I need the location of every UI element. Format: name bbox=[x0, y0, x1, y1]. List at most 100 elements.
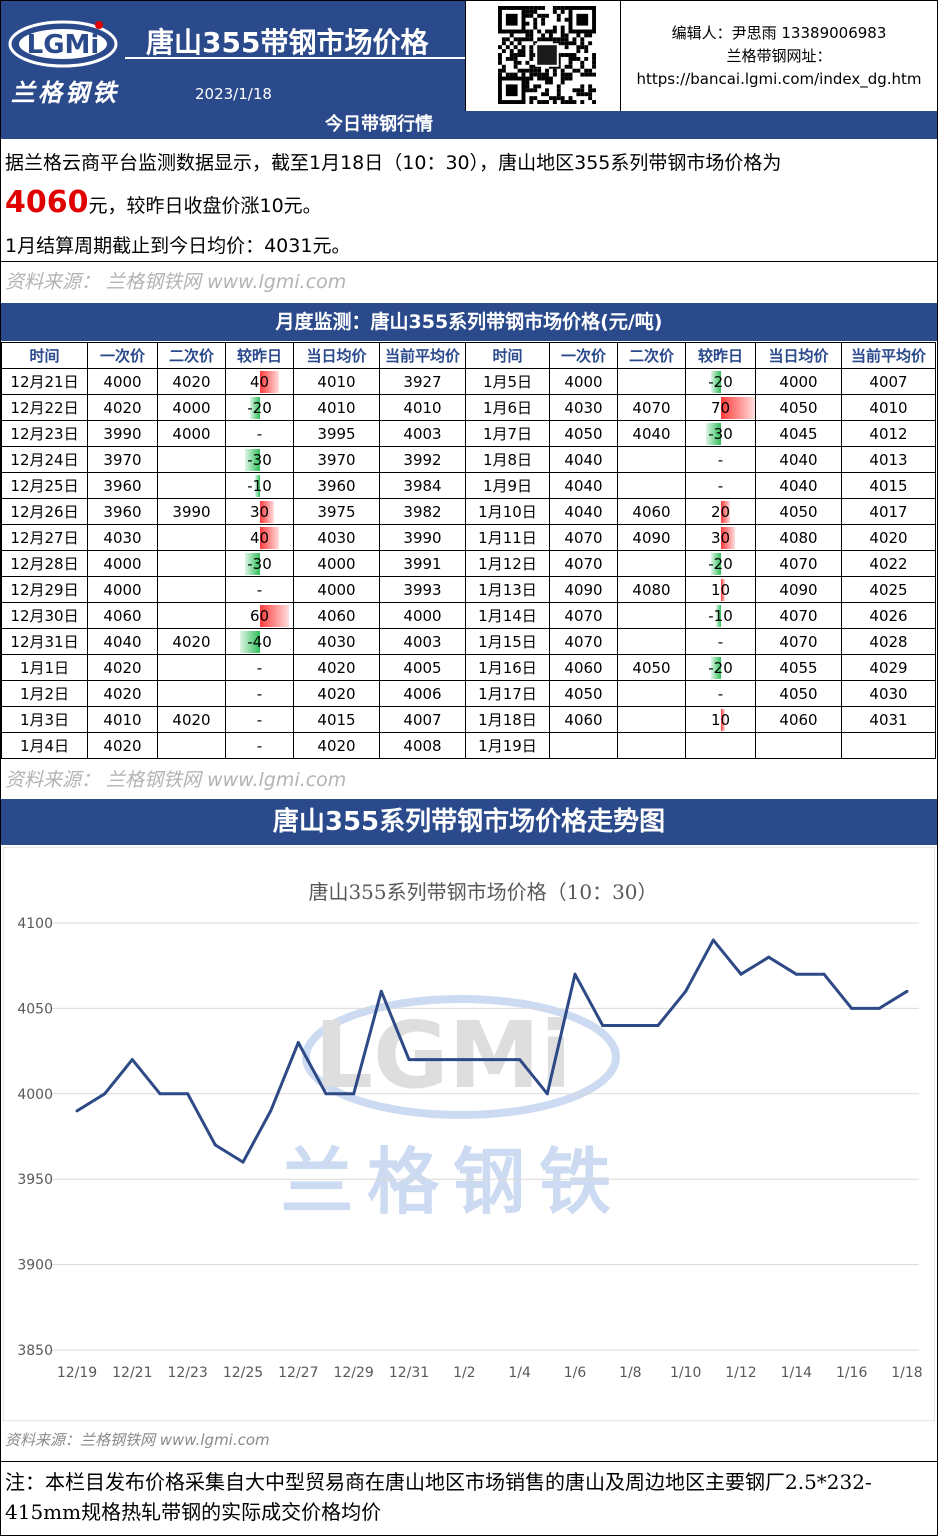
change-value: 70 bbox=[710, 398, 731, 417]
price-cell: 4006 bbox=[379, 680, 466, 707]
date-cell: 1月12日 bbox=[465, 550, 550, 577]
price-cell: 4060 bbox=[549, 706, 618, 733]
table-header-row: 时间 一次价 二次价 较昨日 当日均价 当前平均价 时间 一次价 二次价 较昨日 当日均价 当前平均价 bbox=[1, 342, 936, 369]
change-bar-up bbox=[259, 605, 289, 627]
change-bar-down bbox=[244, 553, 260, 575]
change-bar-down bbox=[244, 449, 260, 471]
change-value: 60 bbox=[249, 606, 270, 625]
change-bar-up bbox=[259, 371, 279, 393]
change-value: - bbox=[717, 450, 724, 469]
x-tick-label: 12/31 bbox=[389, 1365, 429, 1381]
footnote: 注：本栏目发布价格采集自大中型贸易商在唐山地区市场销售的唐山及周边地区主要钢厂2… bbox=[5, 1470, 872, 1524]
date-cell: 1月5日 bbox=[465, 368, 550, 395]
header-brand-panel: LGMi 兰格钢铁 唐山355带钢市场价格 2023/1/18 bbox=[1, 1, 465, 111]
date-cell: 12月25日 bbox=[1, 472, 88, 499]
site-url-link[interactable]: https://bancai.lgmi.com/index_dg.htm bbox=[636, 70, 922, 88]
change-cell: 30 bbox=[225, 498, 294, 525]
price-cell: 4070 bbox=[549, 602, 618, 629]
price-cell: 3927 bbox=[379, 368, 466, 395]
change-value: 10 bbox=[710, 710, 731, 729]
price-cell: 4040 bbox=[549, 446, 618, 473]
date-cell: 12月24日 bbox=[1, 446, 88, 473]
price-cell: 3970 bbox=[87, 446, 158, 473]
price-cell: 4003 bbox=[379, 628, 466, 655]
data-point bbox=[684, 989, 688, 993]
table-row: 12月22日 4020 4000 -20 4010 4010 1月6日 4030 4070 70 4… bbox=[1, 394, 936, 421]
price-cell: 4050 bbox=[755, 394, 842, 421]
change-bar-down bbox=[254, 475, 260, 497]
price-cell: 4060 bbox=[755, 706, 842, 733]
y-tick-label: 3900 bbox=[17, 1258, 53, 1274]
qr-code-icon bbox=[498, 6, 596, 104]
price-cell: 4020 bbox=[293, 654, 380, 681]
divider bbox=[1, 261, 937, 262]
price-cell: 3993 bbox=[379, 576, 466, 603]
change-value: - bbox=[256, 710, 263, 729]
price-cell: 4020 bbox=[293, 680, 380, 707]
table-row: 12月30日 4060 60 4060 4000 1月14日 4070 -10 4070 4026 bbox=[1, 602, 936, 629]
today-section-title: 今日带钢行情 bbox=[325, 114, 433, 135]
column-header: 当前平均价 bbox=[379, 342, 466, 369]
price-cell: 4000 bbox=[87, 576, 158, 603]
price-cell bbox=[617, 472, 686, 499]
change-cell: -10 bbox=[225, 472, 294, 499]
x-tick-label: 1/14 bbox=[781, 1365, 813, 1381]
price-cell: 4015 bbox=[841, 472, 936, 499]
price-cell bbox=[157, 576, 226, 603]
table-row: 12月23日 3990 4000 - 3995 4003 1月7日 4050 4040 -30 40… bbox=[1, 420, 936, 447]
data-point bbox=[628, 1023, 632, 1027]
price-cell: 4000 bbox=[379, 602, 466, 629]
change-bar-up bbox=[720, 579, 726, 601]
price-cell: 4050 bbox=[549, 420, 618, 447]
price-cell: 3991 bbox=[379, 550, 466, 577]
change-value: - bbox=[256, 580, 263, 599]
date-cell: 12月22日 bbox=[1, 394, 88, 421]
column-header: 二次价 bbox=[617, 342, 686, 369]
price-cell: 4028 bbox=[841, 628, 936, 655]
lgmi-logo: LGMi bbox=[8, 20, 118, 68]
brand-name: 兰格钢铁 bbox=[11, 79, 119, 107]
price-cell: 4070 bbox=[549, 628, 618, 655]
x-tick-label: 1/6 bbox=[564, 1365, 587, 1381]
price-cell: 4013 bbox=[841, 446, 936, 473]
change-value: - bbox=[256, 658, 263, 677]
price-cell: 4008 bbox=[379, 732, 466, 759]
date-cell: 1月10日 bbox=[465, 498, 550, 525]
trend-chart: LGMi 兰格钢铁 唐山355系列带钢市场价格（10：30） 3850 3900 3… bbox=[2, 846, 936, 1422]
chart-title: 唐山355系列带钢市场价格（10：30） bbox=[308, 880, 657, 904]
table-row: 12月25日 3960 -10 3960 3984 1月9日 4040-4040 4015 bbox=[1, 472, 936, 499]
price-cell: 4090 bbox=[549, 576, 618, 603]
data-point bbox=[739, 972, 743, 976]
change-cell: - bbox=[225, 732, 294, 759]
table-row: 12月24日 3970 -30 3970 3992 1月8日 4040-4040 4013 bbox=[1, 446, 936, 473]
trend-chart-svg: LGMi 兰格钢铁 唐山355系列带钢市场价格（10：30） 3850 3900 3… bbox=[2, 846, 936, 1422]
y-tick-label: 3850 bbox=[17, 1343, 53, 1359]
trend-source: 资料来源：兰格钢铁网 www.lgmi.com bbox=[5, 1431, 270, 1449]
change-cell: -40 bbox=[225, 628, 294, 655]
change-cell: - bbox=[225, 706, 294, 733]
date-cell: 12月31日 bbox=[1, 628, 88, 655]
watermark-brand-text: 兰格钢铁 bbox=[281, 1140, 625, 1224]
divider bbox=[1, 1461, 937, 1462]
price-cell: 3960 bbox=[293, 472, 380, 499]
change-cell: -30 bbox=[225, 550, 294, 577]
price-cell: 4003 bbox=[379, 420, 466, 447]
change-bar-down bbox=[710, 553, 721, 575]
x-tick-label: 12/19 bbox=[57, 1365, 97, 1381]
price-cell bbox=[617, 446, 686, 473]
price-cell: 3970 bbox=[293, 446, 380, 473]
change-cell: -30 bbox=[225, 446, 294, 473]
data-point bbox=[545, 1092, 549, 1096]
change-bar-down bbox=[710, 657, 721, 679]
y-tick-label: 4100 bbox=[17, 916, 53, 932]
data-point bbox=[324, 1092, 328, 1096]
y-tick-label: 3950 bbox=[17, 1172, 53, 1188]
price-cell: 3990 bbox=[87, 420, 158, 447]
table-row: 12月28日 4000 -30 4000 3991 1月12日 4070 -20 4070 402… bbox=[1, 550, 936, 577]
date-cell: 1月18日 bbox=[465, 706, 550, 733]
price-cell: 3960 bbox=[87, 472, 158, 499]
price-cell: 4020 bbox=[87, 654, 158, 681]
change-cell: 40 bbox=[225, 368, 294, 395]
price-cell: 4007 bbox=[841, 368, 936, 395]
price-cell: 4040 bbox=[755, 446, 842, 473]
